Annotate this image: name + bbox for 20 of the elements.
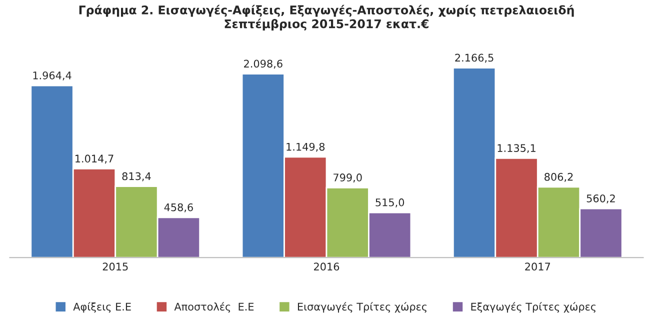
x-tick-label: 2016 xyxy=(314,262,340,271)
data-label: 515,0 xyxy=(376,198,404,208)
x-tick-label: 2017 xyxy=(525,262,550,271)
data-label: 2.166,5 xyxy=(455,54,494,63)
data-label: 813,4 xyxy=(122,172,151,182)
data-label: 799,0 xyxy=(334,174,362,182)
legend-label: Αφίξεις Ε.Ε xyxy=(73,302,131,313)
legend-label: Εξαγωγές Τρίτες χώρες xyxy=(471,302,596,313)
data-label: 2.098,6 xyxy=(244,60,282,69)
data-label: 458,6 xyxy=(164,203,193,212)
data-label: 806,2 xyxy=(544,172,573,182)
legend-label: Αποστολές Ε.Ε xyxy=(174,302,254,313)
legend-label: Εισαγωγές Τρίτες χώρες xyxy=(298,302,427,313)
data-label: 1.014,7 xyxy=(76,154,114,164)
data-label: 1.964,4 xyxy=(33,71,72,80)
chart-title: Γράφημα 2. Εισαγωγές-Αφίξεις, Εξαγωγές-Αποστολές, χωρίς πετρελαιοειδή Σεπτέμβριος 2015-2017 εκατ.€ xyxy=(79,4,574,31)
data-label: 1.135,1 xyxy=(498,144,536,154)
data-label: 1.149,8 xyxy=(286,142,325,152)
data-label: 560,2 xyxy=(586,194,615,204)
x-tick-label: 2015 xyxy=(102,262,128,271)
